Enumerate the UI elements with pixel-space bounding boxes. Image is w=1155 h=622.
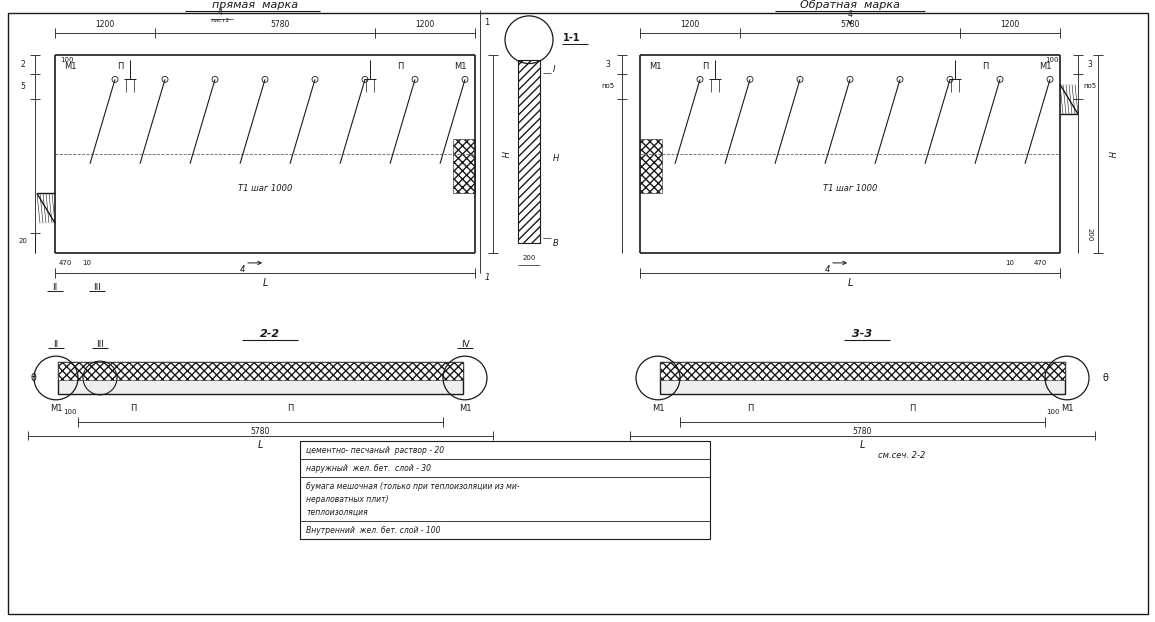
Bar (58, 362, 463, 379)
Text: 3: 3 (1088, 60, 1093, 69)
Text: М1: М1 (64, 62, 76, 71)
Text: П: П (397, 62, 403, 71)
Text: М1: М1 (454, 62, 467, 71)
Text: 200: 200 (1087, 228, 1093, 242)
Text: 10: 10 (82, 260, 91, 266)
Text: П: П (702, 62, 708, 71)
Text: 2-2: 2-2 (260, 329, 280, 340)
Text: 1200: 1200 (680, 21, 700, 29)
Text: 3: 3 (605, 60, 611, 69)
Text: 470: 470 (1034, 260, 1046, 266)
Text: 1-1: 1-1 (562, 33, 581, 43)
Text: 4: 4 (240, 266, 246, 274)
Text: Т1 шаг 1000: Т1 шаг 1000 (238, 184, 292, 193)
Bar (660, 362, 1065, 394)
Text: П: П (909, 404, 915, 413)
Text: М1: М1 (649, 62, 662, 71)
Text: L: L (258, 440, 262, 450)
Text: 5780: 5780 (270, 21, 290, 29)
Text: III: III (96, 340, 104, 349)
Text: 4: 4 (848, 11, 852, 19)
Text: H: H (553, 154, 559, 163)
Text: П: П (129, 404, 136, 413)
Text: 2: 2 (21, 60, 25, 69)
Text: 100: 100 (64, 409, 76, 415)
Text: бумага мешочная (только при теплоизоляции из ми-: бумага мешочная (только при теплоизоляци… (306, 482, 520, 491)
Text: М1: М1 (1060, 404, 1073, 413)
Bar (58, 362, 463, 394)
Text: L: L (262, 278, 268, 288)
Text: θ: θ (1102, 373, 1108, 383)
Text: Т1 шаг 1000: Т1 шаг 1000 (822, 184, 877, 193)
Text: 100: 100 (1045, 57, 1059, 63)
Text: L: L (848, 278, 852, 288)
Text: L: L (859, 440, 865, 450)
Bar (660, 362, 1065, 379)
Text: наружный  жел. бет.  слой - 30: наружный жел. бет. слой - 30 (306, 464, 431, 473)
Text: цементно- песчаный  раствор - 20: цементно- песчаный раствор - 20 (306, 447, 445, 455)
Text: 1: 1 (484, 19, 490, 27)
Text: П: П (982, 62, 989, 71)
Text: II: II (52, 283, 58, 292)
Text: 1200: 1200 (416, 21, 434, 29)
Text: Обратная  марка: Обратная марка (800, 0, 900, 10)
Text: по5: по5 (602, 83, 614, 90)
Text: см.сеч. 2-2: см.сеч. 2-2 (878, 451, 925, 460)
Bar (640, 139, 662, 193)
Text: по5: по5 (1083, 83, 1096, 90)
Text: 1: 1 (484, 273, 490, 282)
Text: 100: 100 (1046, 409, 1060, 415)
Text: нераловатных плит): нераловатных плит) (306, 495, 388, 504)
Bar (517, 60, 541, 243)
Bar (453, 139, 475, 193)
Text: М1: М1 (50, 404, 62, 413)
Text: 4: 4 (217, 9, 223, 17)
Text: 3-3: 3-3 (852, 329, 872, 340)
Text: Внутренний  жел. бет. слой - 100: Внутренний жел. бет. слой - 100 (306, 526, 440, 535)
Text: 5780: 5780 (251, 427, 269, 436)
Text: II: II (53, 340, 59, 349)
Text: 1200: 1200 (1000, 21, 1020, 29)
Text: 1200: 1200 (96, 21, 114, 29)
Text: B: B (553, 239, 559, 248)
Text: I: I (553, 65, 556, 74)
Text: 10: 10 (1006, 260, 1014, 266)
Text: IV: IV (461, 340, 469, 349)
Text: П: П (747, 404, 753, 413)
Text: П: П (286, 404, 293, 413)
Text: 20: 20 (18, 238, 28, 244)
Text: 5: 5 (21, 82, 25, 91)
Text: М1: М1 (651, 404, 664, 413)
Text: 200: 200 (522, 255, 536, 261)
Bar (300, 442, 710, 539)
Text: 5780: 5780 (852, 427, 872, 436)
Text: П: П (117, 62, 124, 71)
Text: лист2: лист2 (210, 19, 230, 24)
Text: 5780: 5780 (841, 21, 859, 29)
Text: теплоизоляция: теплоизоляция (306, 508, 367, 517)
Text: 100: 100 (60, 57, 74, 63)
Text: М1: М1 (1038, 62, 1051, 71)
Text: H: H (1105, 151, 1115, 157)
Text: H: H (499, 151, 507, 157)
Text: θ: θ (30, 373, 36, 383)
Text: М1: М1 (459, 404, 471, 413)
Text: 4: 4 (826, 266, 830, 274)
Text: прямая  марка: прямая марка (211, 0, 298, 10)
Text: III: III (94, 283, 100, 292)
Text: 470: 470 (58, 260, 72, 266)
